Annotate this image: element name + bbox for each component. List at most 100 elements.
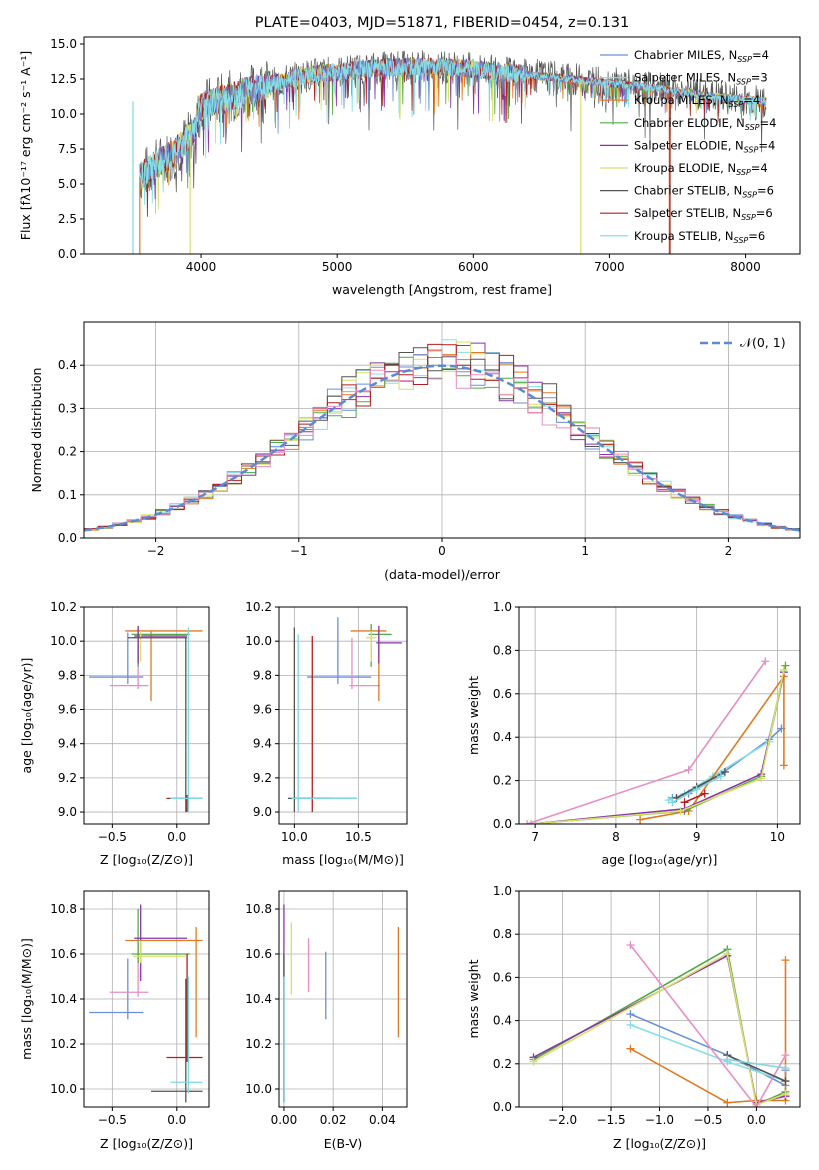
mass-weight-marker [781,1064,790,1073]
y-axis-label: mass weight [466,676,481,755]
mass-weight-marker [684,765,693,774]
x-tick-label: 0.04 [369,1113,396,1127]
mass-weight-vs-metallicity-axes: −2.0 −1.5 −1.0 −0.5 0.0 0.0 0.2 0.4 0.6 0.8 1.0 Z [… [466,884,801,1151]
x-tick-label: 0.02 [320,1113,347,1127]
y-tick-label: 10.0 [245,634,272,648]
x-tick-label: −2.0 [548,1113,577,1127]
x-tick-label: −1.5 [596,1113,625,1127]
error-bar-point [109,637,149,690]
x-tick-label: 9 [693,830,701,844]
y-axis-label: age [log₁₀(age/yr)] [19,658,34,774]
y-tick-label: 0.1 [58,488,77,502]
residual-histogram-axes: −2 −1 0 1 2 0.0 0.1 0.2 0.3 0.4 (data-model)/error… [29,321,801,582]
x-tick-label: 6000 [458,260,489,274]
residual-histogram-axes-plot-area [84,339,800,538]
mass-weight-line [726,1054,786,1082]
y-tick-label: 0.6 [493,687,512,701]
y-tick-label: 10.2 [245,600,272,614]
mass-weight-line [531,665,787,824]
gaussian-curve [84,364,800,532]
x-axis-label: wavelength [Angstrom, rest frame] [332,282,552,297]
mass-weight-marker [716,772,725,781]
y-tick-label: 1.0 [493,600,512,614]
y-tick-label: 10.6 [50,947,77,961]
error-bar-point [132,940,186,963]
y-tick-label: 10.0 [50,1082,77,1096]
x-axis-label: Z [log₁₀(Z/Z⊙)] [613,1136,706,1151]
y-tick-label: 0.0 [493,817,512,831]
mass-weight-marker [779,761,788,770]
x-axis-label: (data-model)/error [384,567,501,582]
y-tick-label: 10.0 [50,107,77,121]
mass-weight-marker [626,1020,635,1029]
legend-label: 𝒩(0, 1) [740,335,786,350]
spectrum-axes: 4000 5000 6000 7000 8000 0.0 2.5 5.0 7.5 10.0 12.5… [18,15,801,297]
x-axis-label: Z [log₁₀(Z/Z⊙)] [100,1136,193,1151]
histogram-legend: 𝒩(0, 1) [700,335,786,350]
x-tick-label: 0.0 [747,1113,766,1127]
y-tick-label: 12.5 [50,72,77,86]
error-bar-point [134,904,188,981]
error-bar-point [127,637,188,813]
error-bar-point [109,942,149,997]
y-tick-label: 9.4 [253,737,272,751]
x-tick-label: 5000 [322,260,353,274]
y-tick-label: 10.4 [50,992,77,1006]
mass-vs-metallicity-axes: −0.5 0.0 10.0 10.2 10.4 10.6 10.8 Z [log₁₀(Z/Z⊙… [19,890,210,1151]
legend-label: Salpeter MILES, NSSP=3 [634,71,768,87]
x-axis-label: E(B-V) [324,1136,363,1151]
histogram-step [84,350,800,538]
y-axis-label: Normed distribution [29,368,44,493]
mass-weight-marker [692,785,701,794]
mass-weight-line [531,669,785,824]
mass-weight-marker [723,1098,732,1107]
age-vs-metallicity-axes: −0.5 0.0 9.0 9.2 9.4 9.6 9.8 10.0 10.2 Z [log₁₀(Z… [19,600,210,867]
y-tick-label: 0.3 [58,401,77,415]
y-tick-label: 9.8 [58,668,77,682]
spectrum-line [139,57,767,204]
y-tick-label: 10.2 [245,1037,272,1051]
x-tick-label: −0.5 [98,1113,127,1127]
error-bar-point [125,927,203,1038]
y-tick-label: 15.0 [50,37,77,51]
error-bar-point [291,634,358,813]
mass-weight-line [531,671,785,824]
error-bar-point [89,958,144,1020]
mass-weight-marker [757,774,766,783]
y-tick-label: 0.4 [493,730,512,744]
y-tick-label: 0.2 [58,445,77,459]
error-bar-point [166,794,203,813]
y-tick-label: 9.6 [58,703,77,717]
mass-weight-marker [720,767,729,776]
x-tick-label: 10.5 [345,830,372,844]
y-tick-label: 10.8 [245,902,272,916]
y-tick-label: 10.2 [50,1037,77,1051]
mass-weight-marker [529,1057,538,1066]
error-bar-point [170,627,203,813]
mass-weight-line [629,944,787,1107]
legend-label: Salpeter ELODIE, NSSP=4 [634,138,775,154]
mass-weight-marker [781,1051,790,1060]
legend-label: Chabrier MILES, NSSP=4 [634,48,769,64]
y-tick-label: 0.8 [493,643,512,657]
mass-vs-extinction-axes-plot-area [283,904,400,1103]
mass-weight-marker [781,956,790,965]
x-tick-label: −1 [290,544,308,558]
mass-vs-metallicity-axes-plot-area [89,904,203,1103]
mass-weight-line [727,1058,786,1069]
legend-label: Kroupa ELODIE, NSSP=4 [634,161,768,177]
mass-weight-marker [626,1044,635,1053]
y-tick-label: 9.6 [253,703,272,717]
error-bar-point [307,617,372,684]
error-bar-point [134,625,188,664]
y-tick-label: 1.0 [493,884,512,898]
error-bar-point [89,632,144,684]
mass-weight-marker [761,657,770,666]
mass-weight-marker [664,796,673,805]
x-tick-label: 10.0 [281,830,308,844]
x-tick-label: 0.0 [167,1113,186,1127]
y-axis-label: mass weight [466,959,481,1038]
mass-weight-vs-age-axes-plot-area [523,657,790,824]
legend-label: Salpeter STELIB, NSSP=6 [634,206,773,222]
